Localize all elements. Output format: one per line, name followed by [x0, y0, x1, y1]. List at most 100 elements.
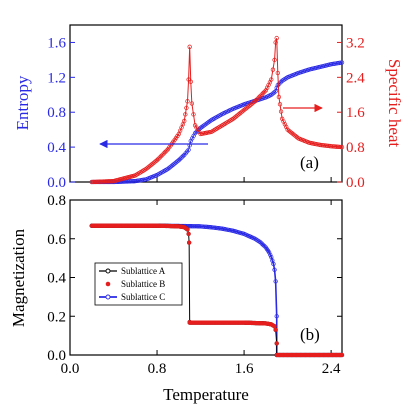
- specific-heat-tick-label: 1.6: [346, 105, 365, 121]
- sublattice-b-point: [274, 341, 279, 346]
- legend-marker-sublattice-a: [105, 268, 111, 274]
- specific-heat-point: [330, 144, 335, 149]
- sublattice-b-point: [339, 352, 345, 358]
- specific-heat-point: [272, 57, 277, 63]
- specific-heat-point: [328, 144, 334, 149]
- legend-entry-sublattice-b: Sublattice B: [105, 279, 165, 289]
- sublattice-c-point: [206, 224, 211, 230]
- entropy-point: [192, 131, 198, 136]
- sublattice-c-point: [205, 224, 210, 230]
- sublattice-c-point: [273, 279, 278, 284]
- panel-a-right-ticks: 0.0 0.8 1.6 2.4 3.2: [337, 35, 365, 191]
- specific-heat-point: [335, 144, 341, 149]
- sublattice-c-point: [260, 242, 266, 248]
- sublattice-c-point: [197, 224, 202, 229]
- sublattice-c-point: [207, 225, 213, 230]
- temperature-axis-label: Temperature: [163, 385, 249, 404]
- specific-heat-point: [254, 97, 259, 103]
- specific-heat-point: [184, 105, 189, 111]
- legend: Sublattice A Sublattice B Sublattice C: [94, 262, 183, 306]
- specific-heat-point: [194, 125, 199, 130]
- specific-heat-point: [191, 112, 196, 117]
- panel-a-label: (a): [300, 153, 319, 172]
- specific-heat-point: [183, 112, 188, 117]
- magnetization-tick-label: 0.8: [47, 193, 66, 209]
- legend-entry-sublattice-a: Sublattice A: [99, 266, 166, 276]
- specific-heat-tick-label: 0.8: [346, 140, 365, 156]
- sublattice-b-point: [187, 240, 192, 245]
- entropy-point: [180, 154, 186, 159]
- panel-a-left-ticks: 0.0 0.4 0.8 1.2 1.6: [47, 35, 75, 191]
- sublattice-b-point: [272, 324, 277, 329]
- entropy-point: [194, 129, 199, 134]
- sublattice-c-point: [201, 224, 206, 229]
- specific-heat-point: [163, 149, 168, 155]
- sublattice-c-point: [272, 267, 277, 272]
- specific-heat-point: [277, 102, 283, 107]
- specific-heat-tick-label: 2.4: [346, 70, 365, 86]
- specific-heat-tick-label: 0.0: [346, 175, 365, 191]
- entropy-point: [179, 155, 184, 160]
- entropy-axis-label: Entropy: [13, 75, 32, 130]
- panel-a-x-ticks: [69, 177, 332, 182]
- specific-heat-point: [334, 144, 339, 149]
- sublattice-c-point: [203, 224, 209, 229]
- specific-heat-point: [333, 144, 338, 149]
- legend-label-sublattice-c: Sublattice C: [121, 292, 165, 302]
- specific-heat-tick-label: 3.2: [346, 35, 365, 51]
- temperature-tick-label: 1.6: [235, 361, 254, 377]
- specific-heat-point: [157, 155, 162, 160]
- panel-a: 0.0 0.4 0.8 1.2 1.6 0.0 0.8 1.6 2.4 3.2 (a) Entr…: [13, 24, 404, 191]
- specific-heat-point: [278, 109, 284, 114]
- sublattice-c-point: [271, 261, 276, 267]
- specific-heat-point: [270, 67, 276, 72]
- specific-heat-point: [259, 92, 264, 97]
- specific-heat-point: [273, 40, 278, 45]
- specific-heat-point: [255, 96, 260, 101]
- sublattice-c-point: [259, 241, 264, 246]
- magnetization-tick-label: 0.4: [47, 271, 66, 287]
- temperature-tick-label: 0.8: [148, 361, 167, 377]
- entropy-point: [131, 179, 137, 184]
- panel-b-label: (b): [300, 325, 320, 344]
- specific-heat-point: [276, 94, 282, 100]
- specific-heat-point: [164, 148, 169, 153]
- specific-heat-point: [161, 151, 166, 156]
- panel-a-frame: [69, 24, 343, 183]
- specific-heat-point: [262, 89, 267, 94]
- entropy-tick-label: 0.4: [47, 140, 66, 156]
- specific-heat-point: [331, 144, 336, 149]
- specific-heat-point: [186, 77, 191, 82]
- specific-heat-point: [188, 79, 193, 84]
- specific-heat-point: [189, 101, 195, 106]
- specific-heat-point: [275, 70, 280, 76]
- panel-b-y-ticks: 0.0 0.2 0.4 0.6 0.8: [47, 193, 342, 364]
- specific-heat-point: [258, 93, 263, 99]
- panel-a-series: [89, 35, 345, 185]
- sublattice-c-point: [198, 224, 203, 229]
- specific-heat-point: [158, 153, 164, 159]
- specific-heat-point: [252, 99, 258, 104]
- legend-marker-sublattice-c: [105, 294, 111, 300]
- sublattice-c-point: [199, 224, 205, 229]
- sublattice-c-point: [266, 250, 272, 255]
- legend-marker-sublattice-b: [105, 281, 111, 287]
- temperature-tick-label: 2.4: [322, 361, 341, 377]
- specific-heat-point: [185, 99, 190, 104]
- legend-entry-sublattice-c: Sublattice C: [99, 292, 165, 302]
- sublattice-c-point: [274, 314, 279, 319]
- sublattice-b-point: [273, 327, 278, 332]
- specific-heat-point: [338, 144, 343, 150]
- entropy-point: [339, 60, 345, 65]
- magnetization-tick-label: 0.2: [47, 309, 66, 325]
- specific-heat-point: [110, 179, 115, 184]
- panel-b-x-ticks: 0.0 0.8 1.6 2.4: [61, 200, 341, 377]
- entropy-point: [186, 147, 191, 152]
- sublattice-b-point: [186, 231, 191, 237]
- entropy-point: [176, 158, 181, 163]
- sublattice-b-point: [185, 227, 190, 232]
- sublattice-c-point: [268, 252, 273, 257]
- specific-heat-point: [154, 158, 160, 163]
- sublattice-c-point: [258, 240, 263, 245]
